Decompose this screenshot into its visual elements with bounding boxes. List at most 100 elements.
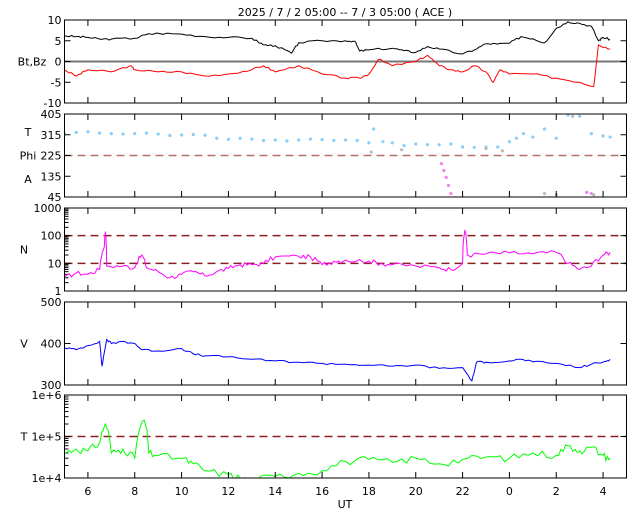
- data-point: [121, 132, 125, 136]
- y-tick-label: 1000: [34, 202, 62, 215]
- data-point: [571, 114, 575, 118]
- data-point: [381, 140, 385, 144]
- data-point: [261, 138, 266, 143]
- data-point: [226, 137, 231, 141]
- y-tick-label: 10: [48, 14, 62, 27]
- data-point: [308, 137, 312, 141]
- x-tick-label: 6: [84, 485, 91, 498]
- y-tick-label: -10: [44, 97, 62, 110]
- panel-n: 1000 100 10 1 N: [20, 202, 627, 298]
- data-point: [601, 134, 605, 138]
- y-tick-label: 400: [41, 338, 62, 351]
- data-point: [425, 143, 430, 147]
- x-tick-label: 22: [456, 485, 470, 498]
- data-point: [585, 190, 589, 194]
- x-tick-label: 16: [315, 485, 329, 498]
- data-point: [109, 131, 113, 136]
- data-point: [372, 127, 376, 131]
- data-point: [449, 142, 453, 146]
- y-axis-label: A: [24, 173, 32, 186]
- x-axis-label: UT: [338, 498, 353, 511]
- data-point: [367, 141, 371, 145]
- chart-title: 2025 / 7 / 2 05:00 -- 7 / 3 05:00 ( ACE …: [238, 6, 452, 19]
- data-point: [496, 145, 500, 149]
- y-axis-label: N: [20, 244, 28, 257]
- data-point: [250, 137, 254, 141]
- data-point: [285, 139, 289, 143]
- data-point: [98, 131, 102, 135]
- data-point: [500, 149, 504, 153]
- data-point: [554, 136, 558, 140]
- panel-phi: 405 315 225 135 45 T Phi A: [20, 108, 627, 204]
- data-point: [542, 127, 547, 131]
- data-point: [238, 136, 242, 140]
- data-point: [369, 150, 373, 154]
- data-point: [472, 145, 476, 150]
- data-point: [444, 175, 448, 180]
- data-line: [64, 419, 611, 478]
- data-point: [343, 138, 348, 142]
- x-tick-label: 2: [553, 485, 560, 498]
- data-line: [64, 338, 611, 382]
- data-point: [144, 131, 149, 135]
- y-tick-label: 0: [55, 56, 62, 69]
- data-point: [589, 131, 593, 136]
- y-tick-label: 5: [55, 35, 62, 48]
- data-point: [332, 138, 336, 143]
- y-tick-label: 1: [55, 285, 62, 298]
- y-tick-label: 315: [41, 129, 62, 142]
- data-point: [355, 138, 359, 143]
- data-point: [179, 133, 184, 137]
- data-point: [449, 191, 453, 196]
- y-tick-label: 1e+6: [32, 389, 62, 402]
- y-tick-label: 500: [41, 296, 62, 309]
- series-n: [64, 229, 611, 280]
- series-bz: [64, 44, 611, 87]
- data-point: [439, 161, 444, 166]
- x-tick-label: 18: [362, 485, 376, 498]
- data-point: [86, 130, 90, 134]
- data-point: [460, 145, 465, 149]
- y-tick-label: 10: [48, 257, 62, 270]
- data-point: [521, 131, 526, 136]
- data-point: [514, 136, 519, 140]
- data-point: [74, 130, 78, 135]
- data-point: [589, 191, 593, 196]
- x-tick-label: 20: [409, 485, 423, 498]
- y-tick-label: 100: [41, 230, 62, 243]
- y-axis-label: Phi: [20, 150, 37, 163]
- data-point: [390, 141, 394, 145]
- series-tp: [64, 419, 611, 478]
- data-point: [414, 142, 418, 146]
- y-tick-label: 225: [41, 150, 62, 163]
- data-point: [191, 132, 195, 137]
- series-bt: [64, 21, 611, 55]
- panel-frame: [64, 301, 627, 386]
- data-point: [168, 133, 172, 138]
- data-point: [437, 143, 441, 147]
- x-tick-label: 10: [175, 485, 189, 498]
- y-tick-label: 405: [41, 108, 62, 121]
- data-point: [402, 143, 406, 148]
- data-point: [297, 138, 301, 142]
- x-tick-label: 0: [506, 485, 513, 498]
- y-axis-label: T: [20, 431, 28, 444]
- data-point: [320, 137, 324, 142]
- data-point: [273, 138, 277, 142]
- x-tick-label: 12: [221, 485, 235, 498]
- data-line: [64, 21, 611, 55]
- data-point: [156, 132, 160, 136]
- data-point: [215, 136, 219, 140]
- y-tick-label: 45: [48, 191, 62, 204]
- y-tick-label: 135: [41, 170, 62, 183]
- data-point: [203, 133, 207, 137]
- y-tick-label: -5: [51, 76, 62, 89]
- panel-b: 10 5 0 -5 -10 Bt,Bz: [18, 14, 627, 110]
- panel-t: 1e+6 1e+5 1e+4 T: [20, 389, 627, 485]
- y-tick-label: 1e+5: [32, 431, 62, 444]
- y-axis-label: T: [24, 126, 32, 139]
- data-point: [578, 114, 582, 118]
- data-line: [64, 44, 611, 87]
- data-line: [64, 229, 611, 280]
